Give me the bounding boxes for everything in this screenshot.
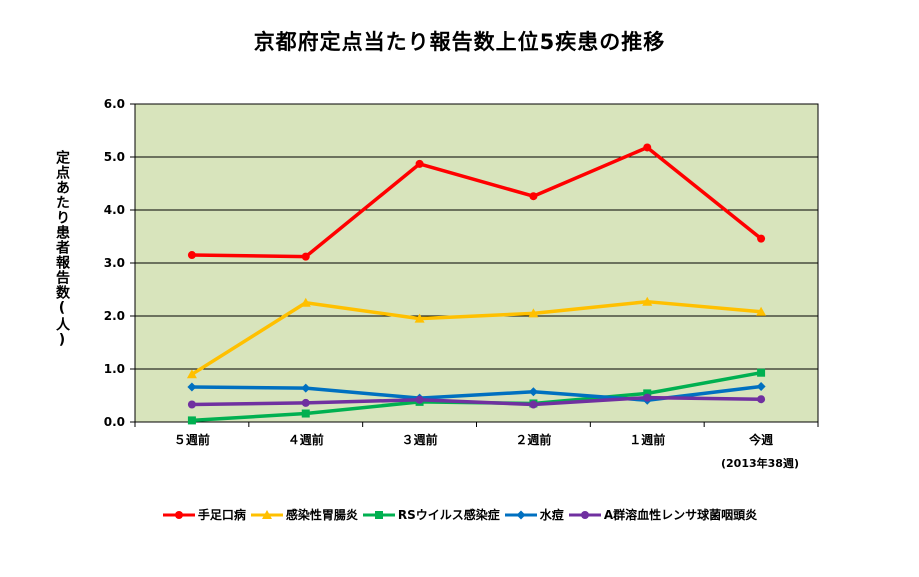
data-point <box>186 369 197 379</box>
legend-swatch <box>504 510 537 519</box>
data-point <box>301 383 311 393</box>
y-tick-label: 5.0 <box>104 150 125 164</box>
data-point <box>643 143 652 152</box>
legend-swatch <box>250 509 283 519</box>
legend-label: 感染性胃腸炎 <box>285 508 358 522</box>
data-point <box>300 297 311 307</box>
x-tick-label: ２週前 <box>515 432 551 447</box>
x-tick-label: １週前 <box>629 432 665 447</box>
legend: 手足口病 感染性胃腸炎 RSウイルス感染症 水痘 A群溶血性レンサ球菌咽頭炎 <box>0 506 919 523</box>
y-tick-label: 2.0 <box>104 309 125 323</box>
data-point <box>643 389 652 398</box>
data-point <box>414 313 425 323</box>
data-point <box>415 395 424 404</box>
series-line-1 <box>191 145 763 259</box>
legend-item: 水痘 <box>504 506 564 523</box>
data-point <box>187 251 196 260</box>
data-point <box>642 296 653 306</box>
x-tick-label: ３週前 <box>402 432 438 447</box>
data-point <box>301 398 310 407</box>
data-point <box>757 234 766 243</box>
legend-label: 水痘 <box>539 508 564 522</box>
legend-marker <box>174 510 183 519</box>
data-point <box>415 159 424 168</box>
data-point <box>756 306 767 316</box>
legend-swatch <box>362 510 395 519</box>
y-axis-label: 定点あたり患者報告数(人) <box>54 150 70 349</box>
data-point <box>529 400 538 409</box>
x-axis-note: (2013年38週) <box>721 457 799 470</box>
legend-item: A群溶血性レンサ球菌咽頭炎 <box>568 506 757 523</box>
chart-title: 京都府定点当たり報告数上位5疾患の推移 <box>253 30 666 54</box>
data-point <box>301 409 310 418</box>
data-point <box>301 252 310 261</box>
x-tick-label: 今週 <box>748 432 773 447</box>
legend-label: RSウイルス感染症 <box>397 508 500 522</box>
data-point <box>756 381 766 391</box>
series-line-5 <box>191 395 762 407</box>
x-tick-label: ４週前 <box>288 432 324 447</box>
legend-marker <box>516 510 526 519</box>
data-point <box>757 368 766 377</box>
legend-item: RSウイルス感染症 <box>362 506 500 523</box>
legend-item: 感染性胃腸炎 <box>250 506 358 523</box>
data-point <box>643 393 652 402</box>
y-tick-label: 4.0 <box>104 203 125 217</box>
legend-item: 手足口病 <box>162 506 246 523</box>
legend-marker <box>261 509 272 519</box>
legend-swatch <box>162 510 195 519</box>
legend-marker <box>374 510 383 519</box>
legend-marker <box>580 510 589 519</box>
data-point <box>529 192 538 201</box>
legend-swatch <box>568 510 601 519</box>
data-point <box>757 395 766 404</box>
legend-label: A群溶血性レンサ球菌咽頭炎 <box>603 508 758 522</box>
series-line-2 <box>190 299 762 376</box>
data-point <box>187 382 197 392</box>
y-tick-label: 3.0 <box>104 256 125 270</box>
legend-label: 手足口病 <box>197 508 246 522</box>
y-tick-label: 0.0 <box>104 415 125 429</box>
data-point <box>528 308 539 318</box>
y-tick-label: 1.0 <box>104 362 125 376</box>
data-point <box>187 400 196 409</box>
x-tick-label: ５週前 <box>174 432 210 447</box>
data-point <box>528 387 538 397</box>
data-point <box>187 416 196 425</box>
y-tick-label: 6.0 <box>104 97 125 111</box>
